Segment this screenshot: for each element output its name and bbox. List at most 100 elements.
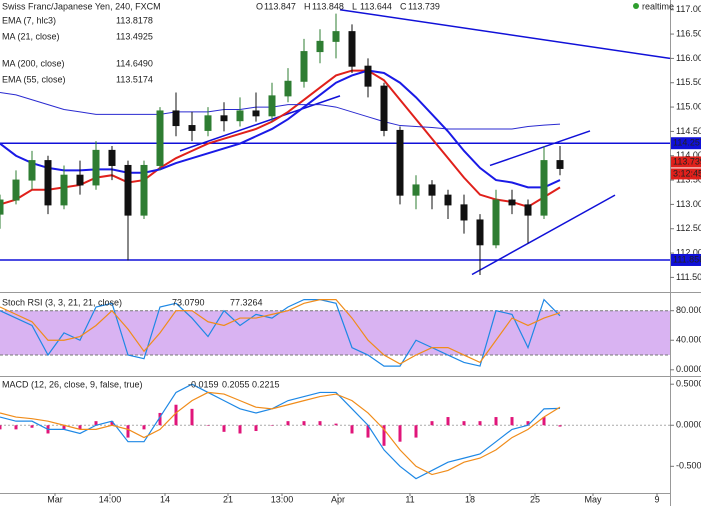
indicator-line: [0, 91, 561, 130]
x-tick-label: 18: [465, 494, 475, 504]
candle-body: [412, 184, 420, 196]
y-tick-label: 115.500: [676, 77, 701, 87]
histogram-bar: [0, 425, 2, 430]
trendline: [471, 194, 616, 276]
candle-body: [540, 160, 548, 216]
histogram-bar: [142, 425, 146, 430]
x-tick-label: Apr: [331, 494, 345, 504]
legend-name: EMA (7, hlc3): [2, 15, 56, 25]
legend-value: 113.5174: [116, 74, 153, 84]
legend-value: 113.4925: [116, 31, 153, 41]
candle-body: [444, 194, 452, 206]
histogram-bar: [366, 425, 370, 438]
histogram-bar: [62, 425, 66, 430]
x-tick-label: 21: [223, 494, 233, 504]
level-tag: [671, 253, 701, 266]
histogram-bar: [270, 425, 274, 426]
legend-value: 0.2215: [252, 379, 280, 389]
candle-body: [156, 110, 164, 166]
legend-value: 73.0790: [172, 297, 205, 307]
y-tick-label: 80.0000: [676, 305, 701, 315]
histogram-bar: [302, 421, 306, 426]
ohlc-key: L: [352, 1, 357, 11]
histogram-bar: [334, 423, 338, 426]
histogram-bar: [222, 425, 226, 432]
y-tick-label: 113.500: [676, 174, 701, 184]
y-tick-label: 115.000: [676, 101, 701, 111]
rsi-band: [0, 310, 670, 356]
candle-body: [428, 184, 436, 196]
y-tick-label: 113.000: [676, 199, 701, 209]
candle-body: [60, 174, 68, 206]
status-label: realtime: [642, 1, 674, 11]
histogram-bar: [286, 421, 290, 426]
histogram-bar: [318, 421, 322, 426]
ohlc-value: 113.644: [360, 1, 392, 11]
candle-body: [524, 204, 532, 216]
level-tag-label: 114.257: [673, 138, 701, 148]
histogram-bar: [110, 421, 114, 426]
y-tick-label: 0.5000: [676, 379, 701, 389]
y-tick-label: 111.500: [676, 272, 701, 282]
level-tag: [671, 137, 701, 150]
candle-body: [556, 160, 564, 169]
legend-name: MA (200, close): [2, 58, 65, 68]
y-tick-label: 114.000: [676, 150, 701, 160]
histogram-bar: [254, 425, 258, 432]
x-tick-label: 25: [530, 494, 540, 504]
candle-body: [364, 65, 372, 87]
histogram-bar: [158, 412, 162, 426]
histogram-bar: [238, 425, 242, 434]
candle-body: [332, 31, 340, 42]
legend-value: 77.3264: [230, 297, 263, 307]
y-tick-label: 116.500: [676, 28, 701, 38]
x-tick-label: May: [584, 494, 602, 504]
histogram-bar: [78, 425, 82, 430]
histogram-bar: [382, 425, 386, 446]
plot-area: [0, 8, 671, 480]
histogram-bar: [350, 425, 354, 434]
indicator-line: [0, 391, 561, 476]
candle-body: [220, 115, 228, 122]
candle-body: [12, 179, 20, 201]
candle-body: [140, 164, 148, 216]
x-tick-label: 13:00: [271, 494, 294, 504]
ohlc-key: O: [256, 1, 263, 11]
candle-body: [188, 125, 196, 131]
x-tick-label: Mar: [47, 494, 63, 504]
legend-name: MA (21, close): [2, 31, 60, 41]
ohlc-key: H: [304, 1, 311, 11]
candle-body: [508, 199, 516, 206]
histogram-bar: [558, 425, 562, 427]
candle-body: [204, 115, 212, 131]
y-tick-label: 112.000: [676, 247, 701, 257]
histogram-bar: [206, 425, 210, 426]
histogram-bar: [126, 425, 130, 438]
ohlc-value: 113.847: [264, 1, 296, 11]
histogram-bar: [494, 417, 498, 426]
candle-body: [476, 219, 484, 246]
ohlc-value: 113.848: [312, 1, 344, 11]
histogram-bar: [414, 425, 418, 438]
y-tick-label: 114.500: [676, 126, 701, 136]
histogram-bar: [30, 425, 34, 428]
histogram-bar: [446, 417, 450, 426]
y-tick-label: 0.0000: [676, 420, 701, 430]
candle-body: [268, 95, 276, 117]
indicator-line: [0, 383, 561, 480]
candle-body: [236, 110, 244, 122]
candle-body: [300, 51, 308, 82]
candle-body: [316, 40, 324, 53]
y-tick-label: 40.0000: [676, 335, 701, 345]
candle-body: [284, 80, 292, 97]
histogram-bar: [398, 425, 402, 442]
candle-body: [492, 199, 500, 246]
y-tick-label: -0.5000: [676, 461, 701, 471]
ohlc-value: 113.739: [408, 1, 440, 11]
legend-value: 0.2055: [222, 379, 250, 389]
candle-body: [252, 110, 260, 117]
trendline: [339, 8, 671, 60]
